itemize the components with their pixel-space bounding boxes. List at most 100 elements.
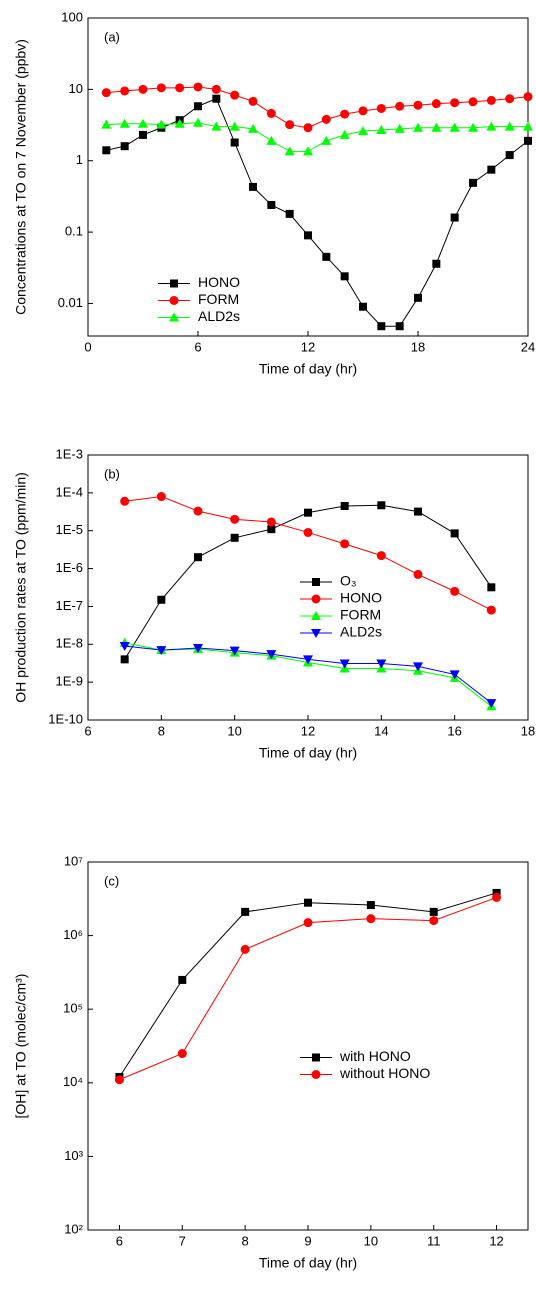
marker bbox=[358, 126, 368, 136]
marker bbox=[304, 898, 312, 907]
marker bbox=[524, 136, 532, 145]
marker bbox=[211, 84, 221, 94]
x-tick-label: 7 bbox=[179, 1233, 186, 1248]
marker bbox=[304, 508, 312, 517]
x-tick-label: 14 bbox=[374, 723, 388, 738]
panel-label: (b) bbox=[104, 466, 120, 481]
marker bbox=[505, 151, 514, 160]
x-tick-label: 10 bbox=[364, 1233, 378, 1248]
marker bbox=[230, 138, 239, 147]
marker bbox=[504, 121, 515, 131]
marker bbox=[377, 322, 386, 331]
marker bbox=[248, 96, 258, 106]
marker bbox=[156, 646, 167, 656]
x-tick-label: 9 bbox=[304, 1233, 311, 1248]
marker bbox=[312, 1053, 320, 1062]
legend-label: HONO bbox=[340, 590, 382, 606]
marker bbox=[304, 231, 312, 240]
y-tick-label: 1E-8 bbox=[56, 636, 83, 651]
x-tick-label: 12 bbox=[489, 1233, 503, 1248]
x-tick-label: 10 bbox=[227, 723, 241, 738]
marker bbox=[303, 123, 313, 133]
legend-label: ALD2s bbox=[340, 624, 382, 640]
marker bbox=[359, 302, 367, 311]
marker bbox=[170, 279, 178, 288]
marker bbox=[267, 525, 276, 534]
marker bbox=[174, 118, 185, 128]
marker bbox=[492, 888, 501, 897]
marker bbox=[450, 529, 459, 538]
marker bbox=[322, 252, 331, 261]
series-line bbox=[106, 86, 529, 129]
y-axis-title: OH production rates at TO (ppm/min) bbox=[13, 472, 29, 703]
x-tick-label: 12 bbox=[301, 339, 315, 354]
marker bbox=[248, 123, 258, 133]
y-tick-label: 100 bbox=[61, 9, 83, 24]
marker bbox=[450, 98, 460, 108]
marker bbox=[138, 118, 148, 128]
marker bbox=[395, 322, 404, 331]
marker bbox=[212, 94, 221, 103]
marker bbox=[138, 84, 148, 94]
marker bbox=[303, 655, 313, 665]
marker bbox=[449, 122, 460, 132]
marker bbox=[468, 97, 478, 107]
marker bbox=[120, 655, 129, 664]
marker bbox=[266, 135, 277, 145]
marker bbox=[450, 586, 460, 596]
marker bbox=[303, 146, 313, 156]
x-axis-title: Time of day (hr) bbox=[259, 745, 357, 761]
marker bbox=[284, 146, 295, 156]
marker bbox=[377, 501, 386, 510]
y-axis-title: [OH] at TO (molec/cm³) bbox=[13, 974, 29, 1119]
marker bbox=[303, 918, 313, 928]
x-tick-label: 16 bbox=[447, 723, 461, 738]
marker bbox=[366, 901, 375, 910]
marker bbox=[211, 121, 222, 131]
marker bbox=[468, 122, 478, 132]
y-tick-label: 10⁴ bbox=[63, 1074, 83, 1089]
plot-frame bbox=[87, 861, 529, 1231]
x-tick-label: 8 bbox=[242, 1233, 249, 1248]
marker bbox=[394, 123, 405, 133]
marker bbox=[376, 551, 386, 561]
x-tick-label: 6 bbox=[84, 723, 91, 738]
marker bbox=[285, 209, 294, 218]
marker bbox=[413, 122, 423, 132]
marker bbox=[312, 578, 320, 586]
marker bbox=[340, 109, 350, 119]
marker bbox=[177, 1049, 187, 1059]
marker bbox=[266, 650, 277, 660]
x-tick-label: 12 bbox=[301, 723, 315, 738]
legend-label: FORM bbox=[340, 607, 381, 623]
y-tick-label: 1E-4 bbox=[56, 484, 83, 499]
panel-label: (c) bbox=[104, 873, 119, 888]
marker bbox=[169, 296, 179, 305]
marker bbox=[413, 569, 423, 579]
marker bbox=[486, 95, 496, 105]
marker bbox=[376, 103, 386, 113]
marker bbox=[193, 117, 203, 127]
y-tick-label: 10 bbox=[69, 81, 83, 96]
plot-frame bbox=[87, 17, 529, 337]
x-tick-label: 11 bbox=[427, 1233, 441, 1248]
series-line bbox=[106, 98, 529, 327]
marker bbox=[194, 553, 202, 562]
marker bbox=[395, 101, 405, 111]
marker bbox=[523, 121, 533, 131]
marker bbox=[486, 121, 497, 131]
marker bbox=[156, 119, 167, 129]
marker bbox=[486, 699, 497, 709]
y-tick-label: 0.01 bbox=[58, 295, 83, 310]
marker bbox=[487, 583, 496, 592]
legend-label: FORM bbox=[198, 291, 239, 307]
y-tick-label: 10⁵ bbox=[63, 1001, 83, 1016]
marker bbox=[340, 539, 350, 549]
marker bbox=[229, 646, 240, 656]
marker bbox=[175, 83, 185, 93]
legend-label: with HONO bbox=[339, 1048, 411, 1064]
marker bbox=[414, 293, 422, 302]
x-tick-label: 8 bbox=[158, 723, 165, 738]
marker bbox=[156, 492, 166, 502]
marker bbox=[366, 914, 376, 924]
